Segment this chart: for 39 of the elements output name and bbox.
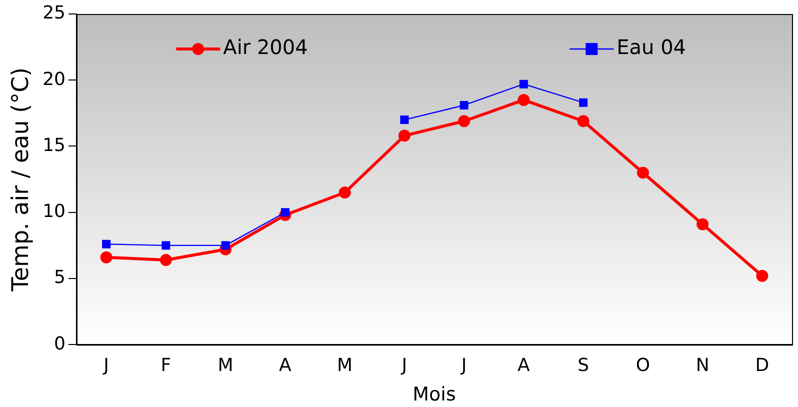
point <box>338 186 351 199</box>
x-tick-label: N <box>696 355 710 376</box>
x-tick-label: F <box>160 355 172 376</box>
y-tick-label: 15 <box>42 134 66 156</box>
x-tick-label: M <box>218 355 234 376</box>
y-tick-label: 20 <box>42 68 66 90</box>
point <box>579 98 588 107</box>
x-tick-label: J <box>102 355 109 376</box>
point <box>221 241 230 250</box>
point <box>102 240 111 248</box>
y-tick-label: 0 <box>54 333 66 354</box>
x-tick-label: M <box>337 355 353 376</box>
point <box>577 115 590 128</box>
x-tick-label: A <box>279 355 292 376</box>
point <box>400 116 409 124</box>
x-tick-label: O <box>636 355 650 376</box>
legend-label: Air 2004 <box>223 35 308 60</box>
x-tick-label: J <box>400 355 408 376</box>
x-tick-label: S <box>578 355 590 376</box>
point <box>398 130 410 142</box>
point <box>696 218 709 230</box>
legend-label: Eau 04 <box>616 35 686 60</box>
x-tick-label: A <box>518 355 531 376</box>
point <box>636 166 649 179</box>
point <box>756 270 768 282</box>
point <box>460 101 468 110</box>
y-tick-label: 5 <box>54 267 66 288</box>
y-tick-label: 10 <box>42 201 66 222</box>
y-tick-label: 25 <box>42 2 66 24</box>
x-tick-label: J <box>460 355 467 376</box>
point <box>100 251 112 264</box>
point <box>162 241 170 250</box>
x-tick-label: D <box>755 355 770 376</box>
point <box>458 115 470 128</box>
x-axis-title: Mois <box>412 384 456 406</box>
y-axis-title: Temp. air / eau (°C) <box>8 67 34 292</box>
point <box>518 94 530 106</box>
point <box>160 254 172 266</box>
point <box>519 80 528 88</box>
